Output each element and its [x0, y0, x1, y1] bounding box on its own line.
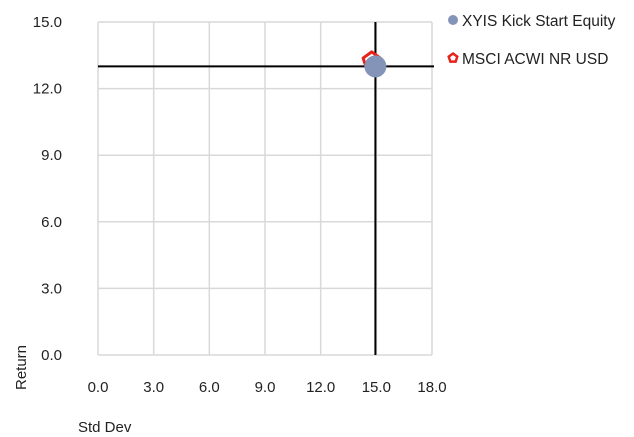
- y-axis-title: Return: [13, 345, 30, 390]
- x-tick-label: 18.0: [417, 379, 446, 396]
- x-tick-label: 12.0: [306, 379, 335, 396]
- data-point-xyis-kick-start: [364, 55, 387, 78]
- x-tick-label: 9.0: [255, 379, 276, 396]
- legend-marker-msci-acwi: [447, 51, 459, 63]
- y-tick-label: 12.0: [33, 81, 62, 98]
- legend-label: MSCI ACWI NR USD: [462, 51, 608, 68]
- x-axis-title: Std Dev: [78, 419, 132, 436]
- x-tick-label: 0.0: [88, 379, 109, 396]
- x-tick-label: 6.0: [199, 379, 220, 396]
- x-tick-label: 15.0: [362, 379, 391, 396]
- data-points: [361, 50, 387, 78]
- legend-marker-xyis-kick-start: [448, 15, 458, 25]
- x-axis-ticks: 0.0 3.0 6.0 9.0 12.0 15.0 18.0: [88, 379, 447, 396]
- y-tick-label: 9.0: [41, 147, 62, 164]
- y-axis-ticks: 0.0 3.0 6.0 9.0 12.0 15.0: [33, 14, 62, 364]
- y-tick-label: 0.0: [41, 347, 62, 364]
- y-tick-label: 3.0: [41, 280, 62, 297]
- y-tick-label: 15.0: [33, 14, 62, 31]
- legend-label: XYIS Kick Start Equity: [462, 13, 616, 30]
- y-tick-label: 6.0: [41, 214, 62, 231]
- x-tick-label: 3.0: [143, 379, 164, 396]
- legend: XYIS Kick Start Equity MSCI ACWI NR USD: [447, 13, 616, 68]
